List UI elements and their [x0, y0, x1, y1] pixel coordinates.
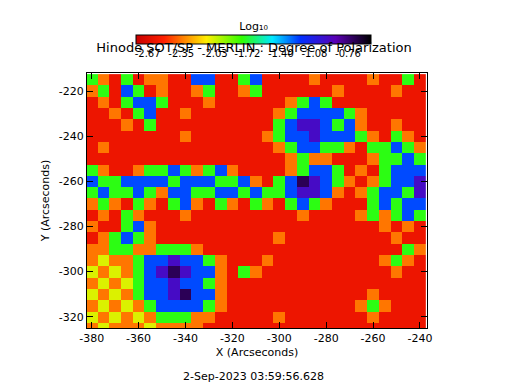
- svg-text:-1.40: -1.40: [268, 48, 294, 59]
- svg-text:-380: -380: [79, 332, 104, 345]
- svg-text:-260: -260: [361, 332, 386, 345]
- svg-text:-300: -300: [59, 265, 84, 278]
- svg-text:-320: -320: [220, 332, 245, 345]
- svg-text:-360: -360: [126, 332, 151, 345]
- svg-text:-320: -320: [59, 311, 84, 324]
- svg-text:-2.35: -2.35: [168, 48, 194, 59]
- svg-text:-340: -340: [173, 332, 198, 345]
- svg-text:2-Sep-2023 03:59:56.628: 2-Sep-2023 03:59:56.628: [183, 370, 324, 383]
- svg-text:Y (Arcseconds): Y (Arcseconds): [39, 160, 52, 243]
- svg-text:-0.76: -0.76: [335, 48, 361, 59]
- svg-text:Hinode SOT/SP - MERLIN : Degre: Hinode SOT/SP - MERLIN : Degree of Polar…: [96, 40, 411, 55]
- svg-text:-1.72: -1.72: [234, 48, 260, 59]
- svg-text:-280: -280: [59, 220, 84, 233]
- svg-text:-260: -260: [59, 175, 84, 188]
- svg-text:-2.67: -2.67: [135, 48, 161, 59]
- svg-text:-2.03: -2.03: [202, 48, 228, 59]
- svg-text:-300: -300: [267, 332, 292, 345]
- svg-text:-240: -240: [59, 130, 84, 143]
- svg-text:-220: -220: [59, 85, 84, 98]
- svg-text:-280: -280: [314, 332, 339, 345]
- svg-text:Log₁₀: Log₁₀: [239, 20, 268, 33]
- svg-text:-1.08: -1.08: [302, 48, 328, 59]
- svg-text:X (Arcseconds): X (Arcseconds): [216, 346, 298, 359]
- svg-text:-240: -240: [407, 332, 432, 345]
